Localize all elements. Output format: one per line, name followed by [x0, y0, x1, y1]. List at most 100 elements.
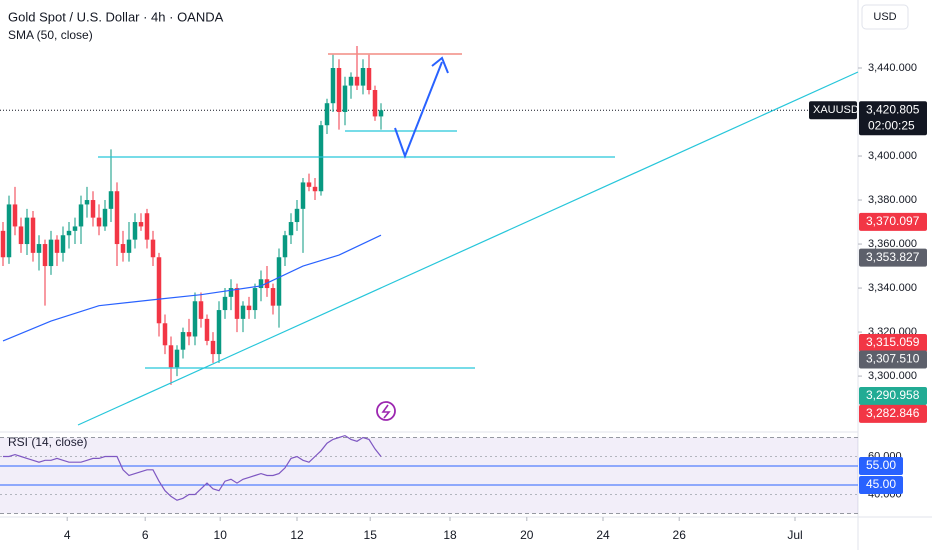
price-badge	[859, 404, 927, 423]
currency-label: USD	[873, 11, 896, 23]
rsi-level-badge	[859, 475, 903, 494]
candle-body	[132, 222, 138, 240]
candle-body	[192, 301, 198, 337]
price-badge	[859, 248, 927, 267]
candle-body	[30, 217, 36, 253]
candle-body	[216, 310, 222, 355]
x-tick-label: Jul	[787, 528, 802, 542]
candle-body	[144, 213, 150, 240]
price-badge	[859, 333, 927, 352]
candle-body	[90, 200, 96, 218]
price-badge	[859, 350, 927, 369]
event-icon-bolt	[381, 404, 391, 419]
price-badge-label: 3,290.958	[866, 388, 920, 402]
candle-body	[180, 332, 186, 350]
x-tick-label: 12	[290, 528, 304, 542]
candle-body	[234, 288, 240, 319]
candle-body	[330, 67, 336, 104]
candle-body	[246, 305, 252, 311]
candle-body	[210, 340, 216, 355]
candle-body	[108, 191, 114, 209]
candle-body	[300, 182, 306, 209]
x-tick-label: 15	[364, 528, 378, 542]
candle-body	[126, 239, 132, 253]
price-badge	[859, 212, 927, 231]
last-price-badge	[859, 101, 927, 136]
rsi-line	[3, 434, 382, 501]
y-tick-label: 3,340.000	[868, 282, 917, 294]
rsi-band	[0, 437, 858, 514]
y-tick-label: 3,440.000	[868, 62, 917, 74]
candle-body	[342, 85, 348, 113]
countdown-label: 02:00:25	[868, 118, 915, 132]
candle-body	[258, 279, 264, 289]
last-price-label: 3,420.805	[866, 102, 920, 116]
arrow-head	[431, 56, 449, 74]
price-badge-label: 3,353.827	[866, 250, 920, 264]
candle-body	[18, 226, 24, 245]
candle-body	[324, 103, 330, 126]
price-badge-label: 3,370.097	[866, 214, 920, 228]
indicator-label: SMA (50, close)	[8, 28, 93, 42]
candle-body	[72, 226, 78, 231]
price-badge-label: 3,315.059	[866, 335, 920, 349]
candle-body	[42, 244, 48, 267]
candle-body	[186, 332, 192, 337]
candle-body	[222, 296, 228, 311]
x-tick-label: 4	[64, 528, 71, 542]
candle-body	[96, 217, 102, 227]
candle-body	[282, 235, 288, 258]
candle-body	[168, 345, 174, 368]
candle-body	[336, 67, 342, 113]
projection-arrow	[394, 61, 443, 159]
candle-body	[6, 204, 12, 258]
candle-body	[318, 125, 324, 192]
x-tick-label: 18	[443, 528, 457, 542]
candle-body	[114, 191, 120, 245]
candle-body	[360, 67, 366, 86]
candle-body	[354, 76, 360, 86]
candle-body	[372, 90, 378, 117]
candle-body	[12, 204, 18, 227]
rsi-level-label: 55.00	[866, 458, 896, 472]
x-tick-label: 20	[520, 528, 534, 542]
candle-body	[156, 257, 162, 324]
trend-line	[77, 71, 859, 426]
candle-body	[366, 67, 372, 91]
currency-button[interactable]	[861, 4, 909, 30]
y-tick-label: 3,360.000	[868, 238, 917, 250]
rsi-level-label: 45.00	[866, 477, 896, 491]
candle-body	[204, 318, 210, 341]
candle-body	[294, 208, 300, 223]
candle-body	[174, 349, 180, 368]
y-tick-label: 3,300.000	[868, 370, 917, 382]
candle-body	[54, 239, 60, 253]
drawings	[77, 53, 859, 426]
candle-body	[162, 323, 168, 346]
x-tick-label: 24	[596, 528, 610, 542]
candle-body	[378, 110, 384, 117]
rsi-label: RSI (14, close)	[8, 435, 87, 449]
candle-body	[276, 257, 282, 306]
candle-body	[120, 244, 126, 253]
candle-body	[228, 288, 234, 297]
candle-body	[48, 239, 54, 267]
price-badge-label: 3,282.846	[866, 406, 920, 420]
candle-body	[150, 239, 156, 258]
x-tick-label: 26	[673, 528, 687, 542]
event-icon[interactable]	[376, 401, 396, 421]
price-badge	[859, 386, 927, 405]
y-tick-label: 3,400.000	[868, 150, 917, 162]
candle-body	[306, 182, 312, 187]
candle-body	[138, 222, 144, 227]
candle-body	[270, 288, 276, 306]
y-tick-label: 3,380.000	[868, 194, 917, 206]
x-tick-label: 6	[142, 528, 149, 542]
candle-body	[348, 76, 354, 86]
candle-body	[84, 200, 90, 205]
candle-body	[0, 230, 6, 258]
candle-body	[36, 244, 42, 253]
candle-body	[252, 288, 258, 311]
